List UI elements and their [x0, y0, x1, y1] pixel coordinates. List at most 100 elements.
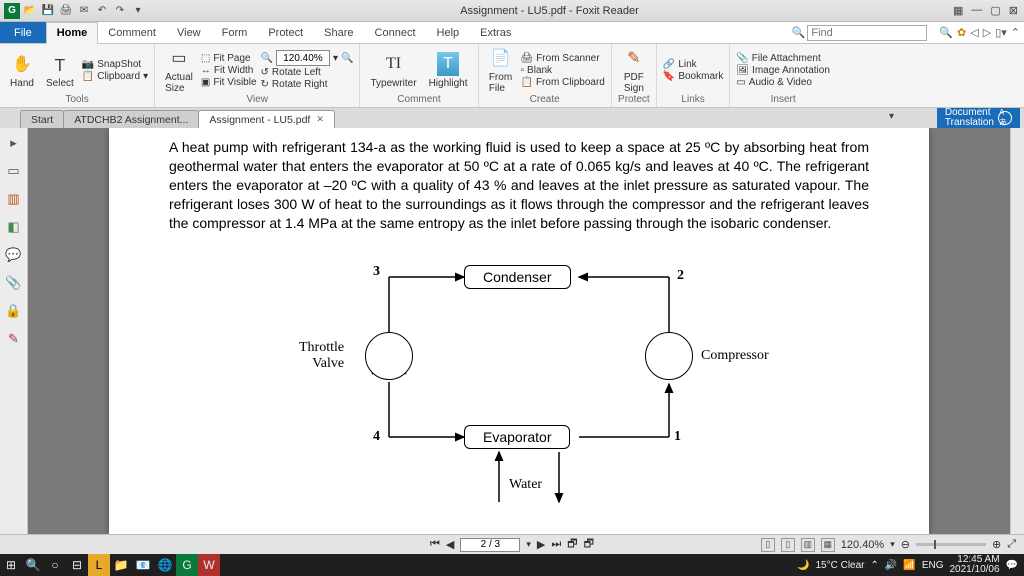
doctab-1[interactable]: ATDCHB2 Assignment...	[63, 110, 199, 128]
zoom-slider[interactable]	[916, 543, 986, 546]
redo-icon[interactable]: ↷	[112, 3, 128, 19]
zoom-in-icon[interactable]: 🔍	[341, 53, 353, 64]
blank-button[interactable]: ▫Blank	[521, 65, 605, 76]
file-attachment-button[interactable]: 📎File Attachment	[736, 53, 830, 64]
comments-panel-icon[interactable]: 💬	[5, 246, 23, 264]
qa-dropdown-icon[interactable]: ▾	[130, 3, 146, 19]
doctab-2[interactable]: Assignment - LU5.pdf✕	[198, 110, 335, 128]
file-menu[interactable]: File	[0, 22, 46, 43]
zoom-in-btn[interactable]: ⊕	[992, 538, 1001, 551]
ribbon-collapse-icon[interactable]: ⌃	[1011, 26, 1020, 39]
tab-form[interactable]: Form	[212, 22, 259, 43]
ribbon-mode-icon[interactable]: ▯▾	[995, 26, 1007, 39]
find-settings-icon[interactable]: ✿	[957, 26, 966, 39]
close-tab-icon[interactable]: ✕	[316, 114, 324, 125]
from-file-button[interactable]: 📄From File	[485, 46, 517, 94]
view-single-icon[interactable]: ▯	[761, 538, 775, 552]
next-page-icon[interactable]: ▶	[537, 538, 545, 551]
nav-next-icon[interactable]: ▷	[983, 26, 991, 39]
attachments-panel-icon[interactable]: 📎	[5, 274, 23, 292]
maximize-icon[interactable]: ▢	[990, 4, 1000, 17]
app2-icon[interactable]: 📁	[110, 554, 132, 576]
tab-connect[interactable]: Connect	[365, 22, 427, 43]
wifi-icon[interactable]: 📶	[903, 560, 915, 571]
select-tool[interactable]: ＴSelect	[42, 52, 78, 89]
collapse-rail-icon[interactable]: ▸	[5, 134, 23, 152]
tab-comment[interactable]: Comment	[98, 22, 167, 43]
layers-panel-icon[interactable]: ◧	[5, 218, 23, 236]
volume-icon[interactable]: 🔊	[885, 560, 897, 571]
start-menu-icon[interactable]: ⊞	[0, 554, 22, 576]
save-icon[interactable]: 💾	[40, 3, 56, 19]
fullscreen-icon[interactable]: ⤢	[1007, 538, 1016, 551]
clipboard-button[interactable]: 📋Clipboard ▾	[82, 71, 148, 82]
nav-extra-1-icon[interactable]: 🗗	[567, 535, 577, 554]
view-cont-facing-icon[interactable]: ▦	[821, 538, 835, 552]
fit-page-button[interactable]: ⬚Fit Page	[201, 53, 257, 64]
fit-visible-button[interactable]: ▣Fit Visible	[201, 77, 257, 88]
zoom-out-btn[interactable]: ⊖	[901, 538, 910, 551]
tab-extras[interactable]: Extras	[470, 22, 522, 43]
email-icon[interactable]: ✉	[76, 3, 92, 19]
zoom-out-icon[interactable]: 🔍	[261, 53, 273, 64]
doctabs-dropdown-icon[interactable]: ▾	[889, 111, 894, 122]
notifications-icon[interactable]: 💬	[1006, 560, 1018, 571]
from-scanner-button[interactable]: 🖨From Scanner	[521, 53, 605, 64]
view-facing-icon[interactable]: ▥	[801, 538, 815, 552]
page-viewport[interactable]: A heat pump with refrigerant 134-a as th…	[28, 128, 1010, 534]
app6-icon[interactable]: W	[198, 554, 220, 576]
print-icon[interactable]: 🖨	[58, 3, 74, 19]
tab-share[interactable]: Share	[314, 22, 364, 43]
cortana-icon[interactable]: ○	[44, 554, 66, 576]
app5-icon[interactable]: G	[176, 554, 198, 576]
document-translation-button[interactable]: Document TranslationAあ	[937, 108, 1020, 128]
grid-icon[interactable]: ▦	[953, 4, 963, 17]
security-panel-icon[interactable]: 🔒	[5, 302, 23, 320]
tab-help[interactable]: Help	[427, 22, 471, 43]
task-view-icon[interactable]: ⊟	[66, 554, 88, 576]
app3-icon[interactable]: 📧	[132, 554, 154, 576]
find-input[interactable]	[807, 25, 927, 41]
minimize-icon[interactable]: —	[971, 4, 982, 17]
nav-prev-icon[interactable]: ◁	[970, 26, 978, 39]
rotate-right-button[interactable]: ↻Rotate Right	[261, 79, 354, 90]
tray-chevron-icon[interactable]: ⌃	[871, 560, 879, 571]
bookmark-button[interactable]: 🔖Bookmark	[663, 71, 723, 82]
page-number-input[interactable]	[460, 538, 520, 552]
weather-icon[interactable]: 🌙	[797, 560, 809, 571]
actual-size-button[interactable]: ▭Actual Size	[161, 46, 197, 94]
tab-view[interactable]: View	[167, 22, 212, 43]
tab-home[interactable]: Home	[46, 22, 99, 44]
taskbar-search-icon[interactable]: 🔍	[22, 554, 44, 576]
nav-extra-2-icon[interactable]: 🗗	[584, 535, 594, 554]
close-icon[interactable]: ⊠	[1009, 4, 1018, 17]
view-continuous-icon[interactable]: ▯	[781, 538, 795, 552]
find-options-icon[interactable]: 🔍	[939, 26, 953, 39]
app1-icon[interactable]: L	[88, 554, 110, 576]
tab-protect[interactable]: Protect	[258, 22, 314, 43]
pdf-sign-button[interactable]: ✎PDF Sign	[618, 46, 650, 94]
language-indicator[interactable]: ENG	[922, 560, 944, 571]
prev-page-icon[interactable]: ◀	[446, 538, 454, 551]
audio-video-button[interactable]: ▭Audio & Video	[736, 77, 830, 88]
snapshot-button[interactable]: 📷SnapShot	[82, 59, 148, 70]
from-clipboard-button[interactable]: 📋From Clipboard	[521, 77, 605, 88]
app4-icon[interactable]: 🌐	[154, 554, 176, 576]
fit-width-button[interactable]: ↔Fit Width	[201, 65, 257, 76]
image-annotation-button[interactable]: 🖼Image Annotation	[736, 65, 830, 76]
highlight-button[interactable]: THighlight	[425, 52, 472, 89]
link-button[interactable]: 🔗Link	[663, 59, 723, 70]
open-icon[interactable]: 📂	[22, 3, 38, 19]
undo-icon[interactable]: ↶	[94, 3, 110, 19]
zoom-input[interactable]	[276, 50, 330, 66]
bookmarks-panel-icon[interactable]: ▭	[5, 162, 23, 180]
doctab-start[interactable]: Start	[20, 110, 64, 128]
rotate-left-button[interactable]: ↺Rotate Left	[261, 67, 354, 78]
hand-tool[interactable]: ✋Hand	[6, 52, 38, 89]
weather-text[interactable]: 15°C Clear	[815, 560, 864, 571]
clock[interactable]: 12:45 AM 2021/10/06	[949, 555, 999, 575]
last-page-icon[interactable]: ⏭	[551, 538, 561, 551]
typewriter-button[interactable]: TITypewriter	[366, 52, 420, 89]
signatures-panel-icon[interactable]: ✎	[5, 330, 23, 348]
vertical-scrollbar[interactable]	[1010, 128, 1024, 534]
